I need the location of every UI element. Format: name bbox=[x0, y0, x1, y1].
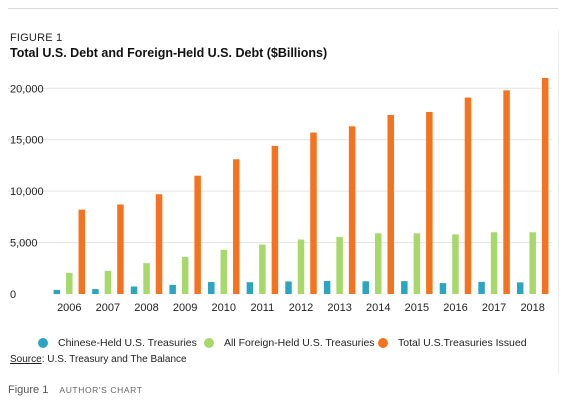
bar-foreign bbox=[143, 263, 150, 294]
legend-item-total: Total U.S.Treasuries Issued bbox=[378, 337, 527, 349]
bar-foreign bbox=[529, 232, 536, 294]
x-tick-label: 2007 bbox=[96, 302, 120, 314]
bar-foreign bbox=[452, 234, 459, 294]
bar-total bbox=[348, 126, 356, 294]
bar-foreign bbox=[336, 236, 343, 294]
legend-label-foreign: All Foreign-Held U.S. Treasuries bbox=[224, 337, 375, 349]
source-label: Source bbox=[10, 354, 42, 365]
bar-total bbox=[464, 97, 472, 295]
x-tick-label: 2008 bbox=[134, 302, 158, 314]
x-tick-label: 2010 bbox=[212, 302, 236, 314]
bar-total bbox=[387, 115, 394, 295]
bar-chinese bbox=[439, 283, 447, 294]
top-divider bbox=[8, 8, 558, 9]
bar-foreign bbox=[297, 239, 305, 294]
bar-chinese bbox=[53, 289, 61, 294]
legend-swatch-chinese bbox=[38, 338, 48, 348]
bar-foreign bbox=[374, 233, 382, 294]
bar-total bbox=[271, 145, 279, 294]
bar-total bbox=[310, 132, 317, 294]
x-tick-label: 2018 bbox=[520, 302, 544, 314]
y-tick-label: 10,000 bbox=[10, 186, 44, 198]
y-tick-label: 20,000 bbox=[10, 83, 44, 95]
x-tick-label: 2016 bbox=[443, 302, 467, 314]
bar-chinese bbox=[323, 280, 331, 294]
x-tick-label: 2009 bbox=[173, 302, 197, 314]
bar-foreign bbox=[413, 233, 421, 294]
y-tick-label: 5,000 bbox=[10, 238, 38, 250]
figure-caption: Figure 1 AUTHOR'S CHART bbox=[8, 384, 143, 396]
bar-chart: 0 5,000 10,000 15,000 20,000 2006 2007 2008 2009… bbox=[8, 78, 552, 314]
bar-chinese bbox=[362, 281, 369, 294]
bar-chinese bbox=[246, 282, 254, 294]
x-tick-label: 2011 bbox=[251, 302, 275, 314]
bar-chinese bbox=[208, 282, 215, 294]
bar-foreign bbox=[220, 249, 228, 294]
bar-chinese bbox=[478, 281, 485, 294]
bar-foreign bbox=[66, 272, 73, 294]
bar-total bbox=[233, 159, 240, 294]
bar-foreign bbox=[490, 232, 498, 294]
bar-total bbox=[78, 209, 86, 294]
bar-total bbox=[194, 175, 201, 294]
x-tick-label: 2013 bbox=[327, 302, 351, 314]
source-text: : U.S. Treasury and The Balance bbox=[41, 354, 187, 365]
x-tick-label: 2012 bbox=[289, 302, 313, 314]
bar-foreign bbox=[181, 256, 189, 294]
bar-chinese bbox=[169, 284, 176, 294]
caption-figure-number: Figure 1 bbox=[8, 384, 49, 396]
legend-label-total: Total U.S.Treasuries Issued bbox=[398, 337, 527, 349]
bar-total bbox=[426, 111, 433, 294]
bar-chinese bbox=[401, 281, 408, 294]
legend-label-chinese: Chinese-Held U.S. Treasuries bbox=[58, 337, 197, 349]
bar-total bbox=[503, 90, 510, 294]
bar-chinese bbox=[516, 282, 524, 294]
bar-total bbox=[155, 194, 163, 294]
bar-chinese bbox=[92, 289, 99, 294]
chart-title: Total U.S. Debt and Foreign-Held U.S. De… bbox=[10, 46, 328, 60]
bar-total bbox=[541, 78, 549, 294]
figure-label: FIGURE 1 bbox=[10, 32, 63, 44]
source-note: Source: U.S. Treasury and The Balance bbox=[10, 354, 187, 365]
bar-chinese bbox=[285, 281, 292, 294]
bar-foreign bbox=[104, 270, 112, 294]
x-tick-label: 2017 bbox=[482, 302, 506, 314]
figure-card: FIGURE 1 Total U.S. Debt and Foreign-Hel… bbox=[4, 30, 559, 374]
bar-chinese bbox=[130, 286, 138, 294]
y-tick-label: 0 bbox=[10, 289, 16, 301]
legend-swatch-foreign bbox=[204, 338, 214, 348]
x-tick-label: 2006 bbox=[57, 302, 81, 314]
bar-total bbox=[117, 204, 124, 294]
x-tick-label: 2014 bbox=[366, 302, 390, 314]
chart-legend: Chinese-Held U.S. Treasuries All Foreign… bbox=[32, 337, 552, 353]
caption-credit: AUTHOR'S CHART bbox=[59, 385, 143, 395]
x-tick-label: 2015 bbox=[405, 302, 429, 314]
legend-item-foreign: All Foreign-Held U.S. Treasuries bbox=[204, 337, 375, 349]
legend-item-chinese: Chinese-Held U.S. Treasuries bbox=[38, 337, 197, 349]
legend-swatch-total bbox=[378, 338, 388, 348]
y-tick-label: 15,000 bbox=[10, 135, 44, 147]
bar-foreign bbox=[259, 244, 266, 294]
